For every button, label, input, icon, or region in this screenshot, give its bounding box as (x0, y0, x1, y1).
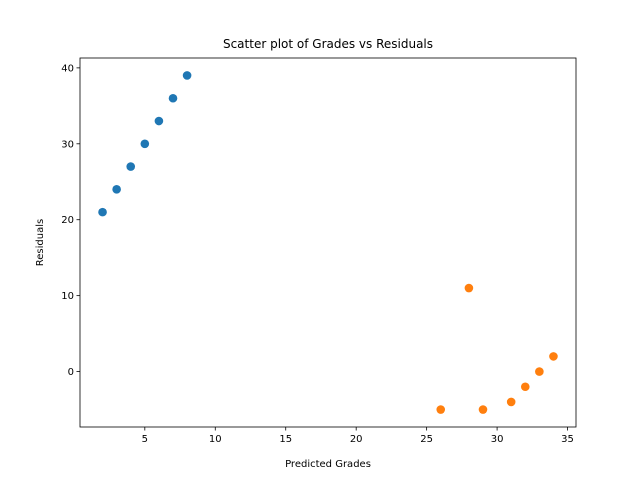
scatter-point-series-1 (154, 116, 164, 126)
y-tick-label: 10 (61, 291, 74, 302)
scatter-point-series-1 (182, 71, 192, 80)
scatter-point-series-2 (464, 283, 474, 293)
x-tick-label: 20 (350, 434, 363, 445)
x-tick-label: 30 (491, 434, 504, 445)
y-tick-label: 40 (61, 63, 74, 74)
data-points (98, 71, 558, 414)
scatter-point-series-1 (168, 93, 178, 103)
plot-frame (79, 57, 577, 428)
x-tick-label: 25 (420, 434, 433, 445)
scatter-point-series-2 (535, 367, 544, 376)
scatter-point-series-1 (126, 162, 136, 171)
y-tick-label: 30 (61, 139, 74, 150)
scatter-point-series-2 (520, 382, 530, 392)
chart-title: Scatter plot of Grades vs Residuals (223, 37, 433, 51)
scatter-point-series-1 (112, 185, 121, 194)
x-axis-label: Predicted Grades (285, 459, 371, 470)
y-tick-label: 0 (68, 367, 74, 378)
x-tick-label: 35 (561, 434, 574, 445)
scatter-point-series-1 (98, 207, 107, 217)
x-tick-label: 5 (142, 434, 148, 445)
y-tick-label: 20 (61, 215, 74, 226)
scatter-point-series-2 (506, 397, 516, 407)
y-axis-label: Residuals (35, 219, 46, 266)
axis-ticks: 5 10 15 20 25 30 35 0 10 20 30 40 (61, 63, 574, 445)
scatter-point-series-2 (549, 352, 558, 361)
x-tick-label: 15 (279, 434, 292, 445)
x-tick-label: 10 (209, 434, 222, 445)
scatter-point-series-2 (436, 405, 446, 414)
scatter-point-series-2 (478, 405, 488, 414)
scatter-point-series-1 (140, 139, 150, 149)
